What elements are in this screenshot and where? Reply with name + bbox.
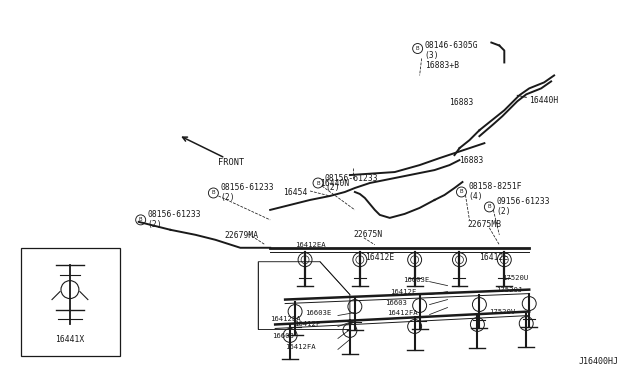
Text: 16440H: 16440H [529,96,559,105]
Text: 22675N: 22675N [354,230,383,239]
Text: B: B [316,180,320,186]
Text: 16412E: 16412E [365,253,394,262]
Text: 08156-61233: 08156-61233 [325,173,379,183]
Text: FRONT: FRONT [218,158,244,167]
Text: 16440N: 16440N [320,179,349,187]
Text: 17520U: 17520U [502,275,529,280]
Text: 16412FA: 16412FA [285,344,316,350]
Text: 22679MA: 22679MA [225,231,259,240]
Text: 17520J: 17520J [497,286,523,293]
Text: B: B [416,46,419,51]
Text: 16412EA: 16412EA [270,317,301,323]
Text: 09156-61233: 09156-61233 [497,198,550,206]
Text: 08156-61233: 08156-61233 [220,183,274,192]
Text: 16603E: 16603E [403,277,429,283]
Text: (2): (2) [220,193,235,202]
Text: 16603: 16603 [272,333,294,339]
Text: 16412FA: 16412FA [387,310,417,315]
Text: 16412F: 16412F [390,289,416,295]
Text: B: B [460,189,463,195]
Text: 16412E: 16412E [479,253,509,262]
Text: 16883: 16883 [460,155,484,164]
Text: 22675MB: 22675MB [467,220,502,230]
Text: J16400HJ: J16400HJ [579,357,619,366]
Text: B: B [212,190,215,195]
Text: B: B [139,217,143,222]
Text: 16603E: 16603E [305,310,332,315]
FancyBboxPatch shape [21,248,120,356]
Text: 16454: 16454 [283,189,307,198]
Text: B: B [488,205,491,209]
Text: (2): (2) [325,183,340,192]
Text: 16883: 16883 [449,98,474,107]
Text: (4): (4) [468,192,483,202]
Text: (3): (3) [424,51,439,60]
Text: (2): (2) [497,208,511,217]
Text: 17520V: 17520V [490,308,516,315]
Text: 08156-61233: 08156-61233 [148,211,201,219]
Text: 16412EA: 16412EA [295,242,326,248]
Text: 08146-6305G: 08146-6305G [424,41,478,50]
Text: 16883+B: 16883+B [424,61,459,70]
Text: 08158-8251F: 08158-8251F [468,183,522,192]
Text: 16603: 16603 [385,299,406,305]
Text: 16412F: 16412F [294,321,321,327]
Text: 16441X: 16441X [55,335,84,344]
Text: (2): (2) [148,220,163,230]
